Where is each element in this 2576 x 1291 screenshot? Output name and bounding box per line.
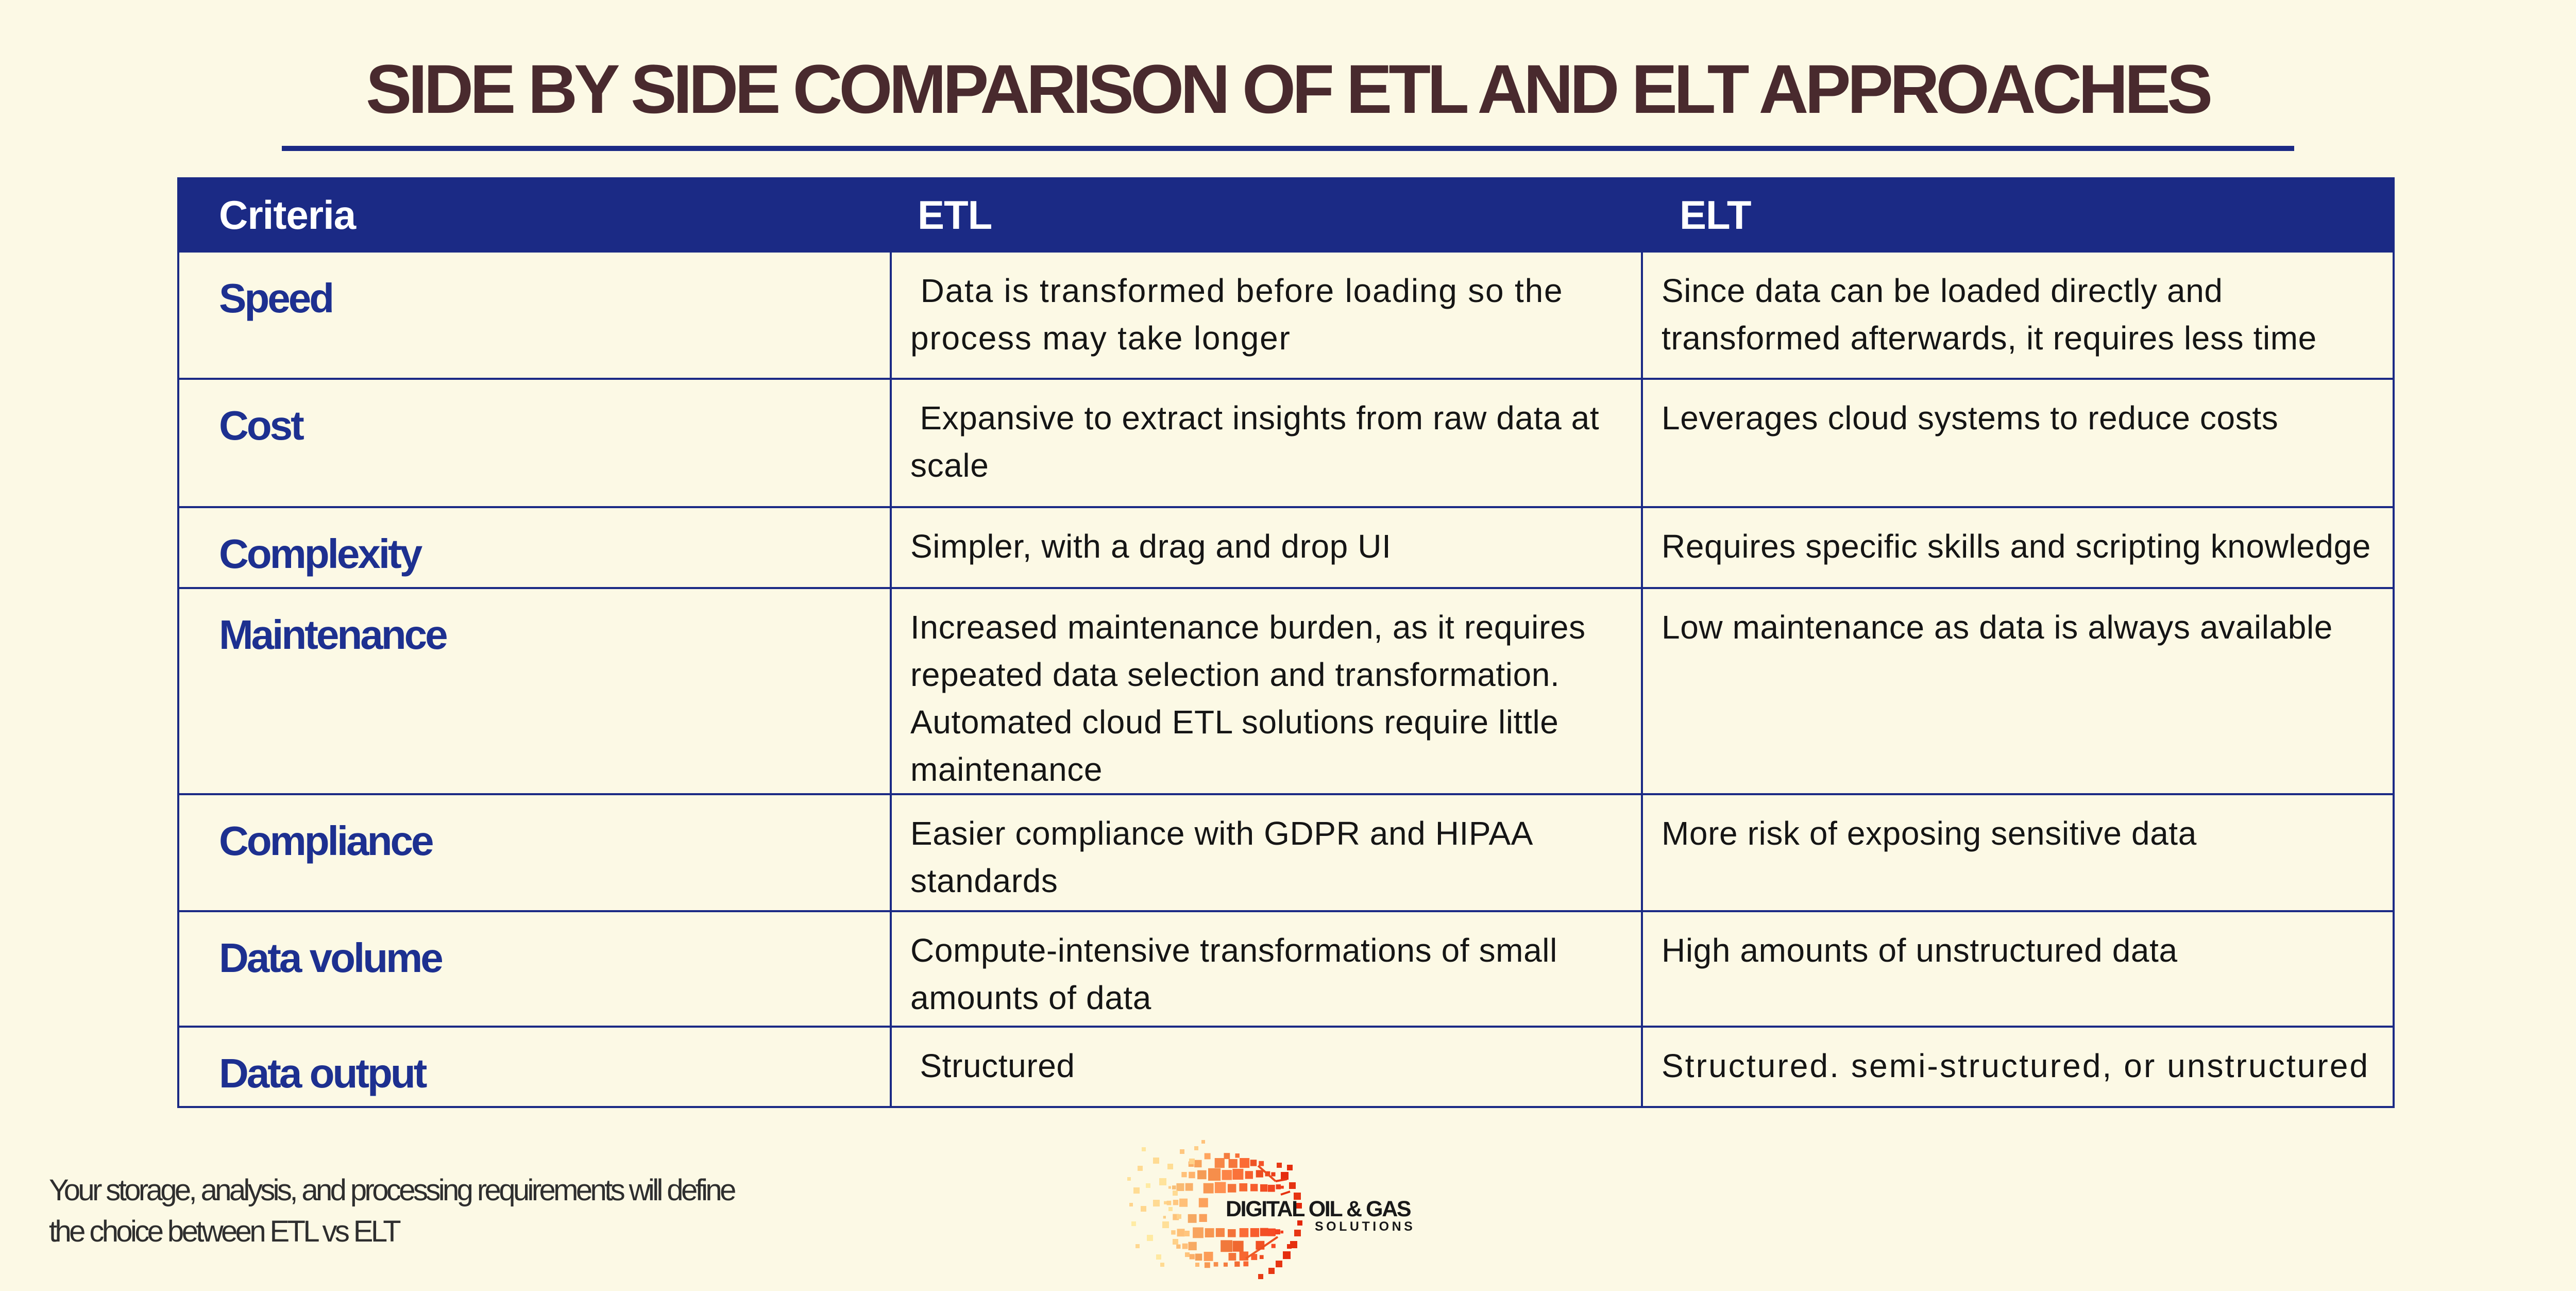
svg-text:DIGITAL OIL & GAS: DIGITAL OIL & GAS — [1226, 1197, 1411, 1221]
svg-text:SOLUTIONS: SOLUTIONS — [1315, 1219, 1415, 1234]
